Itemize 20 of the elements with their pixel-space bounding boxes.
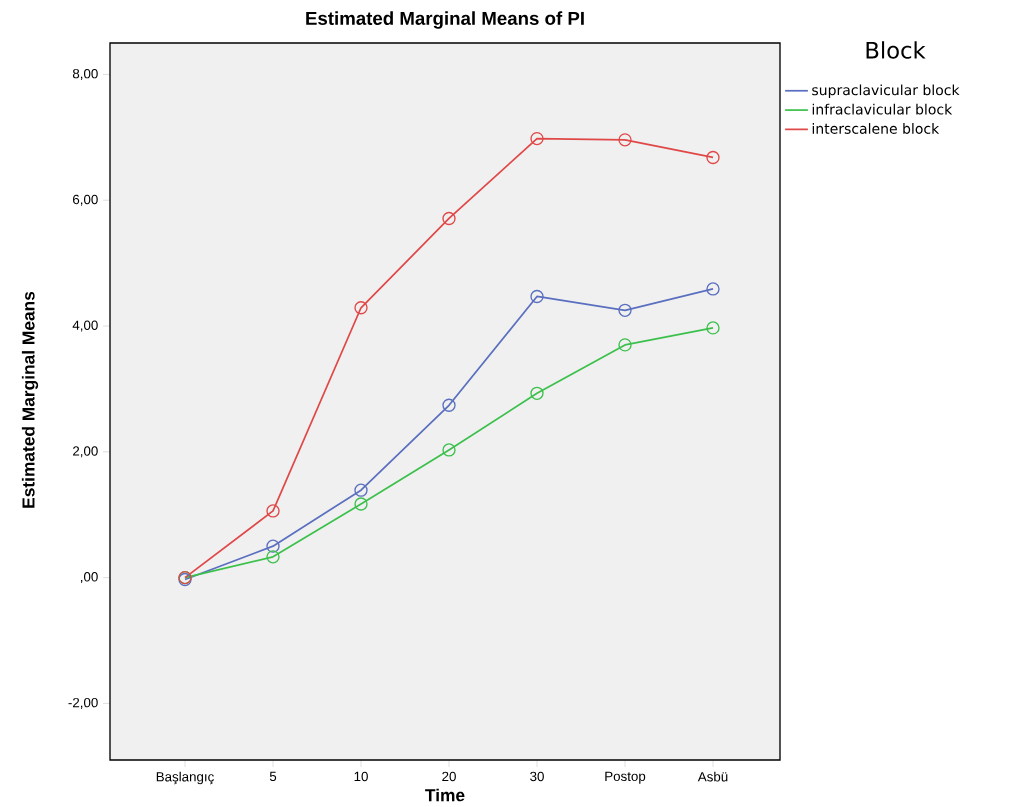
legend-label: infraclavicular block xyxy=(812,103,953,115)
legend-label: interscalene block xyxy=(812,123,940,134)
legend-title: Block xyxy=(866,41,926,59)
y-tick-label: 2,00 xyxy=(73,446,98,458)
y-tick-label: -2,00 xyxy=(68,697,98,709)
x-axis-title: Time xyxy=(425,788,465,802)
x-tick-label: Başlangıç xyxy=(156,771,214,785)
x-tick-label: 30 xyxy=(530,771,544,782)
y-tick-label: ,00 xyxy=(80,572,98,584)
x-tick-label: Asbü xyxy=(697,771,728,782)
x-tick-label: 5 xyxy=(269,771,277,782)
x-tick-label: 10 xyxy=(354,771,368,782)
y-tick-label: 4,00 xyxy=(72,320,98,332)
legend-label: supraclavicular block xyxy=(812,84,960,98)
y-tick-label: 6,00 xyxy=(73,194,98,206)
x-tick-label: Postop xyxy=(605,771,646,784)
x-tick-label: 20 xyxy=(442,771,456,782)
y-axis-title: Estimated Marginal Means xyxy=(21,291,39,508)
chart-title: Estimated Marginal Means of PI xyxy=(306,11,584,29)
y-tick-label: 8,00 xyxy=(72,68,98,80)
